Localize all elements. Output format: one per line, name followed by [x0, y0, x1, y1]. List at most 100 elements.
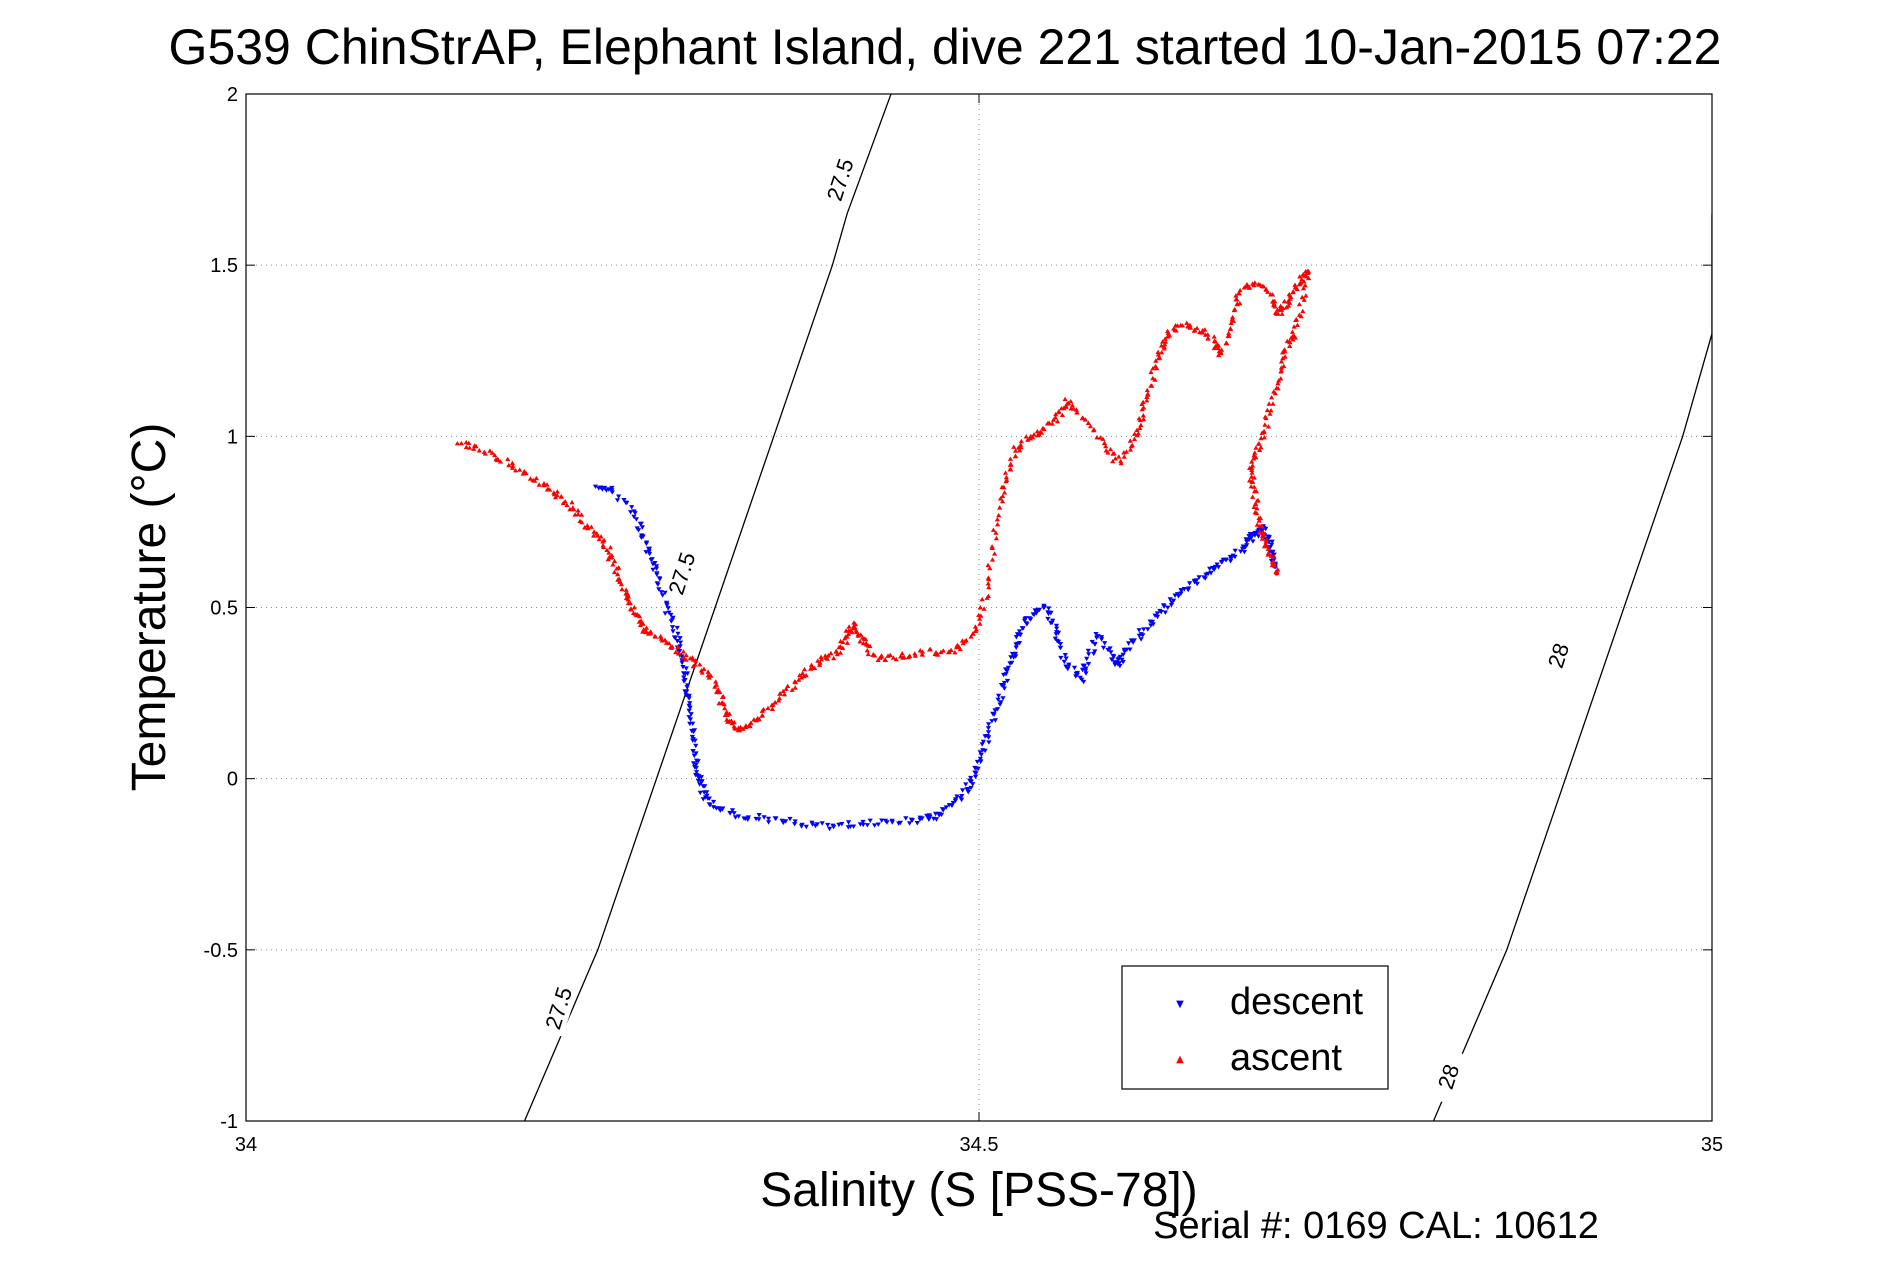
descent-point: [1026, 616, 1033, 621]
descent-point: [968, 775, 974, 781]
descent-point: [872, 823, 878, 828]
ascent-point: [846, 624, 852, 629]
ascent-point: [721, 701, 727, 707]
ascent-point: [653, 634, 659, 639]
density-contour-line: [523, 94, 892, 1121]
ascent-point: [1293, 317, 1299, 322]
descent-point: [599, 487, 605, 492]
descent-point: [780, 820, 786, 826]
descent-point: [914, 821, 920, 826]
ascent-point: [981, 606, 987, 611]
y-tick-label: -0.5: [204, 940, 238, 962]
ascent-point: [648, 631, 654, 636]
ascent-point: [737, 727, 743, 733]
descent-point: [879, 818, 885, 823]
ascent-point: [837, 650, 844, 655]
descent-point: [1168, 603, 1174, 608]
descent-point: [1049, 620, 1055, 626]
ascent-point: [1165, 334, 1171, 339]
ascent-point: [607, 545, 614, 550]
descent-point: [950, 800, 956, 806]
ascent-point: [1039, 430, 1045, 435]
descent-point: [1000, 696, 1006, 701]
descent-point: [691, 753, 697, 759]
ascent-point: [1251, 504, 1257, 509]
ascent-point: [870, 652, 877, 657]
ascent-point: [1137, 425, 1143, 430]
descent-point: [681, 675, 687, 680]
descent-point: [745, 817, 751, 822]
ascent-point: [637, 613, 643, 619]
ascent-point: [995, 521, 1001, 527]
ascent-point: [997, 505, 1003, 510]
ascent-point: [1141, 416, 1147, 422]
ascent-point: [1085, 420, 1091, 425]
ascent-point: [1286, 338, 1292, 344]
descent-point: [968, 785, 974, 791]
ascent-point: [1248, 484, 1254, 489]
ascent-point: [1155, 349, 1161, 354]
ascent-point: [1268, 408, 1274, 413]
ascent-point: [978, 613, 984, 618]
ascent-point: [1094, 434, 1100, 440]
legend-descent-marker-icon: ▼: [1176, 999, 1184, 1010]
ascent-point: [776, 698, 782, 703]
descent-point: [889, 820, 895, 825]
descent-point: [694, 758, 700, 763]
descent-point: [998, 683, 1005, 688]
series-descent: [592, 484, 1279, 832]
ascent-point: [1049, 421, 1055, 426]
descent-point: [675, 631, 681, 637]
ascent-point: [1058, 405, 1065, 411]
ascent-point: [1254, 510, 1260, 516]
ascent-point: [705, 669, 711, 674]
ascent-point: [1262, 543, 1268, 549]
ascent-point: [673, 649, 679, 655]
ascent-point: [476, 448, 482, 453]
descent-point: [687, 701, 693, 706]
descent-point: [1073, 674, 1079, 679]
descent-point: [908, 817, 914, 822]
ascent-point: [1178, 322, 1184, 328]
ascent-point: [640, 621, 646, 626]
legend-label-ascent: ascent: [1230, 1037, 1342, 1079]
descent-point: [679, 660, 685, 666]
ascent-point: [1282, 354, 1288, 359]
descent-point: [851, 824, 857, 829]
ascent-point: [882, 657, 888, 662]
ascent-point: [1288, 294, 1294, 299]
descent-point: [1117, 654, 1123, 660]
ascent-point: [797, 672, 803, 678]
ascent-point: [777, 691, 783, 696]
ascent-point: [1251, 453, 1257, 458]
ascent-point: [1249, 467, 1255, 472]
ascent-point: [796, 677, 802, 682]
descent-point: [1041, 605, 1047, 611]
ascent-point: [680, 649, 686, 654]
ascent-point: [706, 675, 712, 680]
descent-point: [649, 557, 655, 562]
ascent-point: [1079, 415, 1085, 421]
descent-point: [1127, 647, 1133, 652]
ascent-point: [1002, 490, 1008, 495]
descent-point: [1242, 545, 1248, 550]
ascent-point: [1252, 280, 1258, 285]
descent-point: [1083, 671, 1089, 676]
ascent-point: [1250, 494, 1256, 499]
ascent-point: [985, 581, 991, 586]
ascent-point: [1063, 404, 1069, 409]
ascent-point: [1305, 269, 1311, 275]
descent-point: [658, 590, 664, 595]
descent-point: [646, 549, 652, 554]
ascent-point: [1007, 466, 1013, 472]
ascent-point: [454, 441, 460, 446]
ascent-point: [630, 610, 637, 615]
descent-point: [1202, 576, 1208, 581]
ascent-point: [1073, 407, 1079, 412]
descent-point: [1223, 557, 1229, 563]
ascent-point: [887, 652, 893, 657]
descent-point: [974, 759, 980, 765]
descent-point: [729, 808, 736, 813]
ascent-point: [789, 687, 795, 692]
ascent-point: [658, 633, 664, 639]
